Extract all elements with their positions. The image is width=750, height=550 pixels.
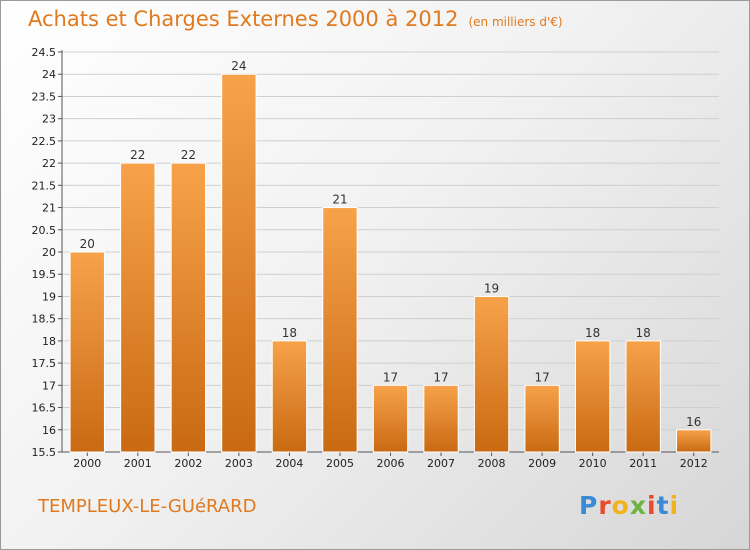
x-tick-label-2006: 2006 — [377, 457, 405, 470]
y-tick-label: 24 — [42, 68, 56, 81]
value-labels: 20 22 22 24 18 21 17 17 19 17 18 18 16 — [80, 59, 702, 429]
value-label-2011: 18 — [636, 326, 651, 340]
y-tick-label: 17.5 — [32, 357, 57, 370]
proxiti-logo: Proxiti — [579, 491, 679, 520]
x-tick-label-2000: 2000 — [73, 457, 101, 470]
x-tick-label-2004: 2004 — [275, 457, 303, 470]
logo-letter: i — [647, 491, 657, 520]
y-tick-label: 23 — [42, 113, 56, 126]
y-tick-label: 23.5 — [32, 90, 57, 103]
value-label-2004: 18 — [282, 326, 297, 340]
y-axis: 15.5 16 16.5 17 17.5 18 18.5 19 19.5 20 20.5 21 21.5… — [32, 46, 63, 459]
bar-2004 — [271, 340, 308, 453]
bar-2002 — [170, 162, 207, 453]
y-tick-label: 21 — [42, 202, 56, 215]
y-tick-label: 16 — [42, 424, 56, 437]
bar-2005 — [322, 207, 358, 453]
value-label-2006: 17 — [383, 370, 398, 384]
value-label-2003: 24 — [231, 59, 246, 73]
x-tick-label-2009: 2009 — [528, 457, 556, 470]
x-tick-label-2008: 2008 — [478, 457, 506, 470]
bars — [69, 73, 712, 453]
x-tick-label-2011: 2011 — [629, 457, 657, 470]
chart-unit-label: (en milliers d'€) — [468, 15, 563, 29]
bar-2001 — [120, 162, 156, 453]
y-tick-label: 19.5 — [32, 268, 57, 281]
y-tick-label: 20 — [42, 246, 56, 259]
x-tick-label-2003: 2003 — [225, 457, 253, 470]
x-tick-label-2007: 2007 — [427, 457, 455, 470]
value-label-2009: 17 — [534, 370, 549, 384]
y-tick-label: 20.5 — [32, 224, 57, 237]
y-tick-label: 24.5 — [32, 46, 57, 59]
bar-2006 — [372, 384, 409, 453]
x-tick-label-2002: 2002 — [174, 457, 202, 470]
x-tick-label-2005: 2005 — [326, 457, 354, 470]
y-tick-label: 17 — [42, 379, 56, 392]
y-tick-label: 18.5 — [32, 313, 57, 326]
x-axis: 2000 2001 2002 2003 2004 2005 2006 2007 2008 2009… — [62, 451, 719, 470]
y-tick-label: 21.5 — [32, 179, 57, 192]
value-label-2010: 18 — [585, 326, 600, 340]
y-tick-label: 18 — [42, 335, 56, 348]
value-label-2000: 20 — [80, 237, 95, 251]
logo-letter: P — [579, 491, 599, 520]
value-label-2005: 21 — [332, 193, 347, 207]
value-label-2008: 19 — [484, 281, 499, 295]
x-tick-label-2001: 2001 — [124, 457, 152, 470]
bar-2000 — [69, 251, 105, 453]
logo-letter: o — [611, 491, 630, 520]
commune-name: TEMPLEUX-LE-GUéRARD — [38, 496, 257, 517]
y-tick-label: 19 — [42, 290, 56, 303]
bar-2010 — [574, 340, 611, 453]
value-label-2001: 22 — [130, 148, 145, 162]
y-tick-label: 16.5 — [32, 402, 57, 415]
logo-letter: r — [598, 491, 612, 520]
chart-title-text: Achats et Charges Externes 2000 à 2012 — [28, 7, 459, 31]
bar-2009 — [524, 384, 560, 453]
x-tick-label-2010: 2010 — [579, 457, 607, 470]
value-label-2012: 16 — [686, 415, 701, 429]
chart-title: Achats et Charges Externes 2000 à 2012 (e… — [28, 7, 563, 31]
bar-2012 — [676, 429, 712, 453]
y-tick-label: 22 — [42, 157, 56, 170]
bar-2003 — [221, 73, 257, 453]
logo-letter: x — [629, 491, 647, 520]
value-label-2007: 17 — [433, 370, 448, 384]
x-tick-label-2012: 2012 — [680, 457, 708, 470]
bar-2011 — [625, 340, 661, 453]
bar-2008 — [473, 295, 510, 453]
logo-letter: t — [656, 491, 670, 520]
bar-2007 — [423, 384, 459, 453]
logo-letter: i — [669, 491, 680, 520]
y-tick-label: 15.5 — [32, 446, 57, 459]
value-label-2002: 22 — [181, 148, 196, 162]
y-tick-label: 22.5 — [32, 135, 57, 148]
